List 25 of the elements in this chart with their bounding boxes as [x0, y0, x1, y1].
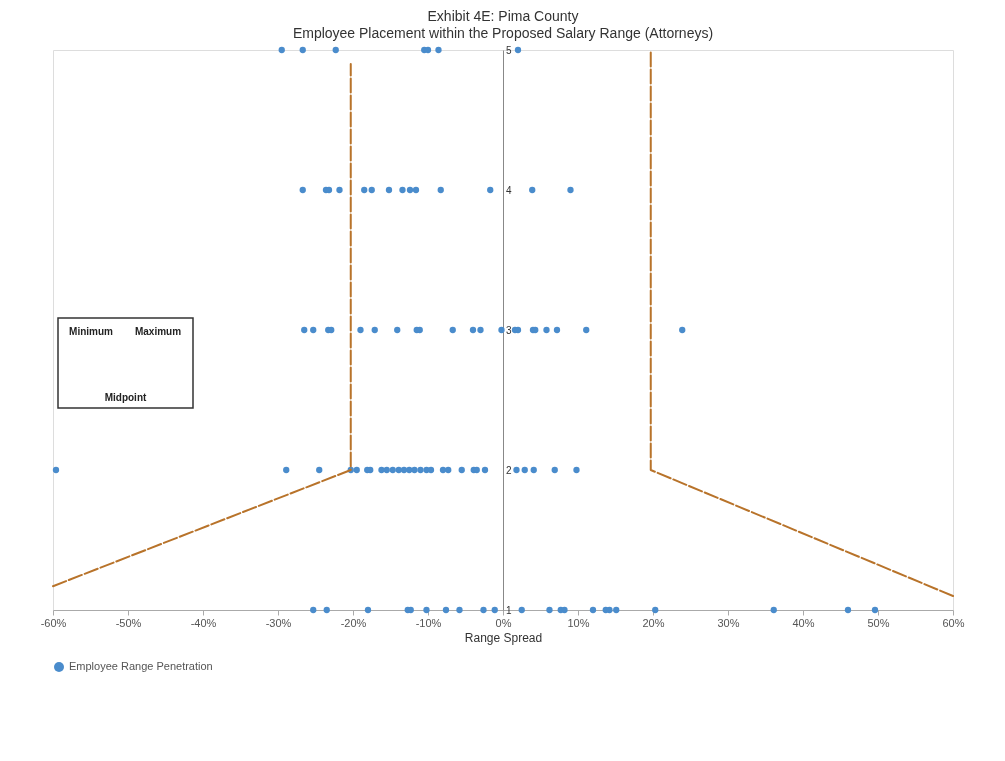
- y-tick-label: 5: [506, 44, 512, 56]
- legend-label: Employee Range Penetration: [69, 660, 213, 672]
- x-tick-label: 60%: [942, 616, 965, 629]
- x-tick-label: -20%: [340, 616, 367, 629]
- y-tick-label: 2: [506, 464, 512, 476]
- annotation: Maximum: [134, 326, 182, 337]
- x-tick-label: 10%: [567, 616, 590, 629]
- x-axis-title: Range Spread: [464, 630, 543, 645]
- annotation: Minimum: [69, 326, 114, 337]
- annotation: Midpoint: [104, 392, 147, 403]
- x-tick-label: 30%: [717, 616, 740, 629]
- x-tick-label: 20%: [642, 616, 665, 629]
- x-tick-label: -60%: [40, 616, 67, 629]
- x-tick-label: -40%: [190, 616, 217, 629]
- x-tick-label: -10%: [415, 616, 442, 629]
- x-tick-label: -50%: [115, 616, 142, 629]
- x-tick-label: -30%: [265, 616, 292, 629]
- y-tick-label: 4: [506, 184, 512, 196]
- x-tick-label: 0%: [495, 616, 512, 629]
- y-tick-label: 3: [506, 324, 512, 336]
- chart-subtitle: Employee Placement within the Proposed Salary Range (Attorneys): [292, 25, 714, 41]
- y-tick-label: 1: [506, 604, 512, 616]
- x-tick-label: 50%: [867, 616, 890, 629]
- chart-title: Exhibit 4E: Pima County: [427, 8, 579, 24]
- x-tick-label: 40%: [792, 616, 815, 629]
